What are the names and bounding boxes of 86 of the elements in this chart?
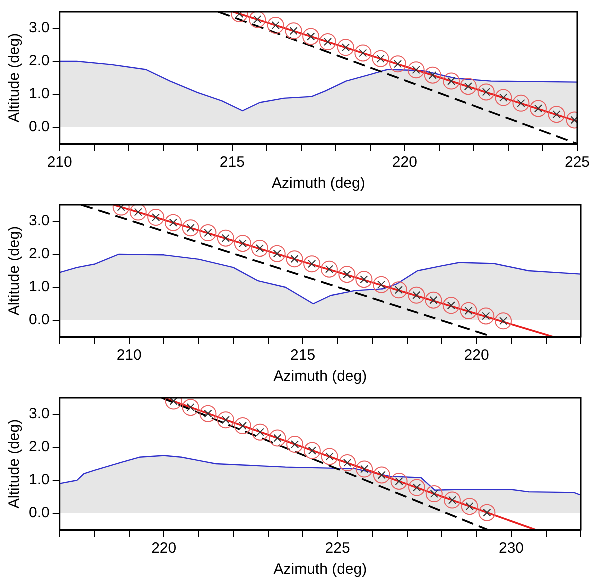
point bbox=[285, 22, 302, 40]
point bbox=[130, 205, 147, 221]
point bbox=[425, 292, 442, 309]
point bbox=[148, 209, 165, 226]
y-tick-label: 0.0 bbox=[28, 504, 50, 522]
point bbox=[269, 430, 286, 447]
x-axis-title: Azimuth (deg) bbox=[274, 368, 368, 386]
point bbox=[268, 245, 286, 262]
point bbox=[373, 276, 390, 294]
y-axis-title: Altitude (deg) bbox=[6, 419, 24, 509]
y-tick-label: 0.0 bbox=[28, 118, 50, 136]
point bbox=[372, 50, 390, 68]
y-axis-title: Altitude (deg) bbox=[6, 33, 24, 123]
y-tick-label: 2.0 bbox=[28, 246, 50, 263]
x-tick-label: 210 bbox=[47, 154, 72, 172]
point bbox=[304, 442, 321, 460]
x-tick-label: 230 bbox=[499, 540, 524, 558]
point bbox=[460, 302, 478, 320]
x-tick-label: 225 bbox=[564, 154, 590, 172]
x-tick-label: 215 bbox=[220, 154, 245, 172]
point bbox=[320, 260, 338, 278]
point bbox=[249, 12, 266, 28]
point bbox=[390, 56, 407, 73]
point bbox=[234, 235, 252, 252]
point bbox=[319, 34, 336, 51]
point bbox=[478, 504, 496, 522]
point bbox=[182, 399, 200, 416]
y-tick-label: 3.0 bbox=[28, 20, 50, 37]
y-tick-label: 2.0 bbox=[28, 438, 50, 456]
point bbox=[443, 72, 460, 90]
point bbox=[252, 424, 269, 441]
point bbox=[530, 100, 547, 118]
point bbox=[426, 486, 443, 503]
point bbox=[424, 66, 442, 84]
point bbox=[356, 460, 374, 478]
point bbox=[408, 286, 426, 304]
point bbox=[408, 479, 426, 496]
x-tick-label: 215 bbox=[290, 347, 316, 364]
point bbox=[251, 240, 268, 258]
point bbox=[286, 250, 304, 268]
point bbox=[339, 454, 356, 472]
point bbox=[267, 17, 284, 34]
point bbox=[478, 84, 495, 101]
y-tick-label: 1.0 bbox=[28, 86, 50, 103]
point bbox=[548, 106, 566, 124]
x-tick-label: 220 bbox=[392, 154, 418, 172]
point bbox=[217, 412, 234, 429]
point bbox=[164, 214, 182, 232]
y-tick-label: 3.0 bbox=[28, 406, 50, 423]
x-tick-label: 220 bbox=[152, 540, 177, 558]
point bbox=[354, 44, 372, 62]
point bbox=[304, 256, 321, 273]
y-tick-label: 0.0 bbox=[28, 312, 50, 329]
x-tick-label: 220 bbox=[464, 347, 490, 364]
y-axis-title: Altitude (deg) bbox=[6, 226, 24, 316]
point bbox=[182, 220, 200, 237]
point bbox=[373, 466, 390, 484]
point bbox=[338, 266, 356, 284]
point bbox=[356, 271, 373, 288]
point bbox=[495, 89, 512, 106]
point bbox=[442, 297, 460, 314]
point bbox=[495, 312, 512, 330]
point bbox=[234, 418, 252, 435]
x-tick-label: 210 bbox=[116, 347, 142, 364]
point bbox=[200, 405, 217, 422]
point bbox=[408, 62, 425, 79]
point bbox=[321, 448, 338, 466]
y-tick-label: 2.0 bbox=[28, 52, 50, 70]
point bbox=[460, 78, 477, 96]
point bbox=[461, 498, 478, 516]
point bbox=[444, 492, 461, 509]
point bbox=[200, 224, 217, 242]
x-axis-title: Azimuth (deg) bbox=[272, 175, 366, 192]
point bbox=[390, 282, 408, 299]
point bbox=[512, 94, 530, 112]
point bbox=[478, 308, 495, 325]
point bbox=[286, 436, 304, 454]
point bbox=[337, 39, 354, 56]
y-tick-label: 1.0 bbox=[28, 278, 50, 296]
x-axis-title: Azimuth (deg) bbox=[274, 561, 368, 578]
y-tick-label: 3.0 bbox=[28, 212, 50, 230]
point bbox=[390, 472, 408, 490]
point bbox=[217, 230, 234, 247]
point bbox=[302, 28, 320, 46]
y-tick-label: 1.0 bbox=[28, 472, 50, 489]
x-tick-label: 225 bbox=[325, 540, 350, 558]
